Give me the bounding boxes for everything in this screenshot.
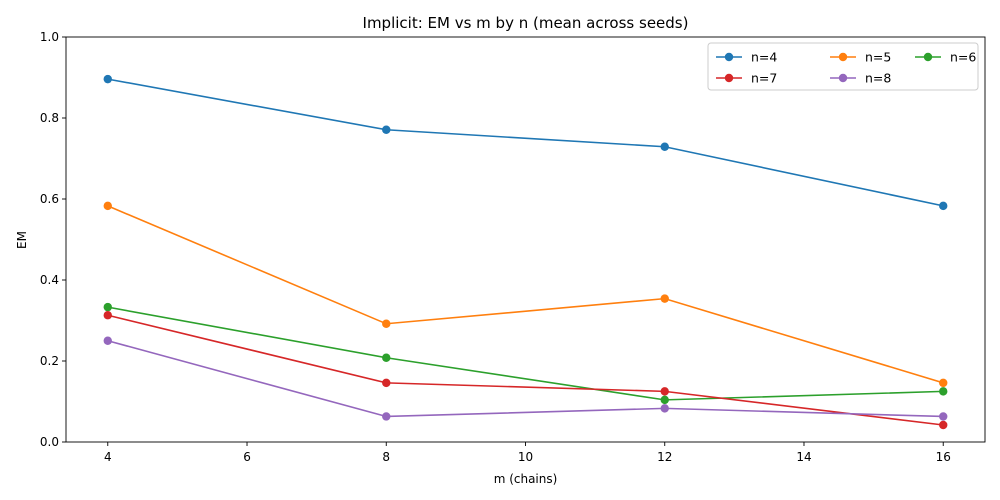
x-tick-label: 12 xyxy=(657,450,672,464)
x-tick-label: 4 xyxy=(104,450,112,464)
data-point-n=8 xyxy=(939,412,948,421)
plot-frame xyxy=(65,36,986,443)
data-point-n=8 xyxy=(382,412,391,421)
data-point-n=4 xyxy=(939,201,948,211)
data-point-n=7 xyxy=(382,378,391,388)
y-axis-label: EM xyxy=(15,231,29,249)
y-tick-label: 1.0 xyxy=(40,30,59,44)
data-point-n=7 xyxy=(939,420,948,430)
legend-label-n=4: n=4 xyxy=(751,50,777,65)
x-axis-label: m (chains) xyxy=(494,472,558,486)
y-tick-label: 0.0 xyxy=(40,435,59,449)
chart-title: Implicit: EM vs m by n (mean across seed… xyxy=(363,14,689,32)
data-point-n=6 xyxy=(382,353,391,362)
data-point-n=7 xyxy=(103,311,112,320)
data-point-n=5 xyxy=(103,201,112,211)
x-tick-label: 16 xyxy=(936,450,951,464)
legend-label-n=8: n=8 xyxy=(865,71,891,86)
series-line-n=4 xyxy=(107,78,944,207)
legend-marker-n=5 xyxy=(838,52,848,62)
series-line-n=7 xyxy=(107,314,944,426)
series-line-n=6 xyxy=(107,306,944,401)
series-line-n=5 xyxy=(107,205,944,384)
x-tick-label: 6 xyxy=(243,450,251,464)
data-point-n=8 xyxy=(660,404,669,413)
y-tick-label: 0.6 xyxy=(40,192,59,206)
data-point-n=4 xyxy=(660,142,669,151)
y-tick-label: 0.4 xyxy=(40,273,59,287)
data-point-n=5 xyxy=(939,378,948,388)
y-tick-label: 0.2 xyxy=(40,354,59,368)
legend-label-n=7: n=7 xyxy=(751,71,777,86)
data-point-n=6 xyxy=(660,395,669,405)
data-point-n=8 xyxy=(103,336,112,345)
x-tick-label: 8 xyxy=(382,450,390,464)
data-point-n=6 xyxy=(103,302,112,312)
x-tick-label: 14 xyxy=(796,450,811,464)
data-point-n=4 xyxy=(103,74,112,84)
data-point-n=4 xyxy=(382,125,391,134)
data-point-n=5 xyxy=(382,319,391,328)
data-point-n=6 xyxy=(939,387,948,396)
legend-marker-n=6 xyxy=(923,52,933,62)
y-tick-label: 0.8 xyxy=(40,111,59,125)
x-tick-label: 10 xyxy=(518,450,533,464)
data-point-n=7 xyxy=(660,387,669,396)
legend-marker-n=7 xyxy=(724,73,734,83)
legend-marker-n=4 xyxy=(724,52,734,62)
series-line-n=8 xyxy=(107,339,944,418)
data-point-n=5 xyxy=(660,294,669,303)
legend-box xyxy=(707,42,979,91)
legend-label-n=6: n=6 xyxy=(950,50,976,65)
legend-marker-n=8 xyxy=(838,73,848,83)
legend-label-n=5: n=5 xyxy=(865,50,891,65)
